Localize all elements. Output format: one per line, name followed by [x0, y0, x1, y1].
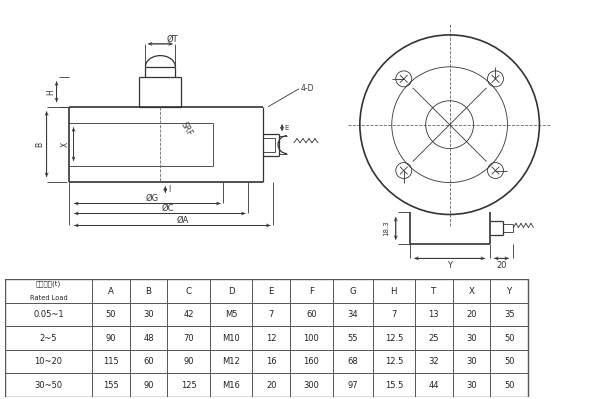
Text: 7: 7 [391, 310, 397, 319]
Text: 90: 90 [105, 334, 116, 343]
Text: 13: 13 [428, 310, 439, 319]
Text: 50: 50 [504, 334, 515, 343]
Text: ØG: ØG [146, 194, 159, 203]
Text: 30: 30 [466, 381, 477, 390]
Text: Rated Load: Rated Load [29, 295, 67, 301]
Text: 12: 12 [266, 334, 277, 343]
Text: 48: 48 [143, 334, 154, 343]
Text: SRF: SRF [179, 120, 194, 137]
Text: 55: 55 [347, 334, 358, 343]
Text: B: B [146, 286, 152, 296]
Text: C: C [186, 286, 192, 296]
Text: 68: 68 [347, 357, 358, 366]
Text: M5: M5 [225, 310, 237, 319]
Text: ØT: ØT [167, 34, 178, 43]
Text: 100: 100 [304, 334, 319, 343]
Text: 50: 50 [504, 381, 515, 390]
Text: 7: 7 [268, 310, 274, 319]
Text: T: T [431, 286, 437, 296]
Text: 20: 20 [266, 381, 277, 390]
Text: 0.05~1: 0.05~1 [33, 310, 63, 319]
Text: 44: 44 [429, 381, 439, 390]
Text: M16: M16 [222, 381, 240, 390]
Text: X: X [468, 286, 474, 296]
Text: 160: 160 [303, 357, 319, 366]
Text: 30~50: 30~50 [34, 381, 62, 390]
Text: E: E [285, 124, 289, 131]
Text: 30: 30 [466, 357, 477, 366]
Text: 25: 25 [429, 334, 439, 343]
Text: F: F [309, 286, 314, 296]
Text: 10~20: 10~20 [34, 357, 62, 366]
Text: 30: 30 [143, 310, 154, 319]
Text: 97: 97 [347, 381, 358, 390]
Text: 20: 20 [496, 261, 507, 270]
Bar [5, 279, 528, 397]
Text: 32: 32 [428, 357, 439, 366]
Text: 300: 300 [303, 381, 319, 390]
Text: 12.5: 12.5 [385, 334, 403, 343]
Text: 12.5: 12.5 [385, 357, 403, 366]
Text: 60: 60 [143, 357, 154, 366]
Text: l: l [168, 185, 171, 194]
Text: 34: 34 [347, 310, 358, 319]
Text: 60: 60 [306, 310, 317, 319]
Text: 90: 90 [143, 381, 154, 390]
Text: 15.5: 15.5 [385, 381, 403, 390]
Text: 42: 42 [183, 310, 194, 319]
Text: X: X [61, 142, 70, 147]
Text: H: H [46, 89, 55, 95]
Text: 125: 125 [181, 381, 196, 390]
Text: 16: 16 [266, 357, 277, 366]
Text: ØC: ØC [161, 204, 174, 213]
Text: 35: 35 [504, 310, 515, 319]
Text: 4-D: 4-D [300, 84, 314, 93]
Text: G: G [349, 286, 356, 296]
Text: 155: 155 [103, 381, 119, 390]
Text: Y: Y [507, 286, 512, 296]
Text: 50: 50 [105, 310, 116, 319]
Text: Y: Y [447, 261, 452, 270]
Text: B: B [35, 142, 44, 147]
Text: 2~5: 2~5 [40, 334, 57, 343]
Text: M10: M10 [222, 334, 240, 343]
Text: A: A [108, 286, 114, 296]
Text: 18.3: 18.3 [383, 221, 389, 236]
Text: 30: 30 [466, 334, 477, 343]
Text: 70: 70 [183, 334, 194, 343]
Text: H: H [391, 286, 397, 296]
Text: ØA: ØA [176, 216, 189, 225]
Text: 50: 50 [504, 357, 515, 366]
Text: 20: 20 [467, 310, 477, 319]
Text: E: E [268, 286, 274, 296]
Text: M12: M12 [222, 357, 240, 366]
Text: 115: 115 [103, 357, 119, 366]
Text: 額定載荷(t): 額定載荷(t) [36, 281, 61, 287]
Text: 90: 90 [183, 357, 194, 366]
Text: D: D [228, 286, 234, 296]
